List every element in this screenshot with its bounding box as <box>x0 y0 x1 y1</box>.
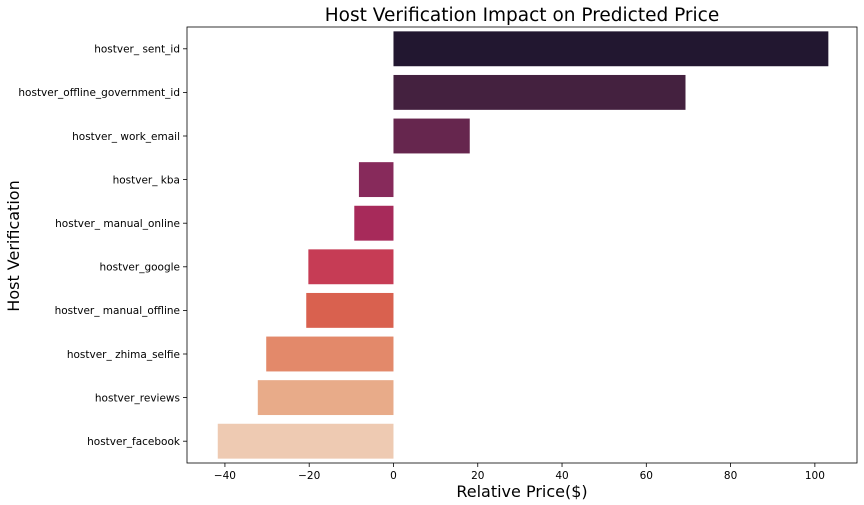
y-tick-label: hostver_reviews <box>95 392 180 404</box>
y-ticks-group: hostver_ sent_id hostver_offline_governme… <box>18 44 187 448</box>
plot-frame <box>186 26 858 464</box>
bars-group <box>217 31 829 459</box>
bar-3 <box>358 162 394 198</box>
y-tick-label: hostver_facebook <box>87 436 181 448</box>
bar-0 <box>393 31 829 67</box>
x-tick-label: 20 <box>471 470 484 482</box>
y-tick-label: hostver_ manual_online <box>55 218 180 230</box>
y-axis-label: Host Verification <box>4 180 23 311</box>
x-axis-label: Relative Price($) <box>456 482 587 501</box>
x-ticks-group: −40 −20 0 20 40 60 80 100 <box>214 463 825 482</box>
x-tick-label: 80 <box>724 470 737 482</box>
bar-4 <box>354 205 394 241</box>
y-tick-label: hostver_ manual_offline <box>55 305 180 317</box>
chart-title: Host Verification Impact on Predicted Pr… <box>325 5 719 26</box>
x-tick-label: 60 <box>640 470 653 482</box>
bar-7 <box>266 336 394 372</box>
x-tick-label: −40 <box>214 470 236 482</box>
x-tick-label: −20 <box>298 470 320 482</box>
y-tick-label: hostver_ kba <box>113 174 180 186</box>
x-tick-label: 100 <box>805 470 825 482</box>
y-tick-label: hostver_ sent_id <box>94 44 180 56</box>
y-tick-label: hostver_ zhima_selfie <box>67 349 180 361</box>
y-tick-label: hostver_offline_government_id <box>18 87 180 99</box>
y-tick-label: hostver_google <box>100 262 180 274</box>
y-tick-label: hostver_ work_email <box>72 131 180 143</box>
x-tick-label: 0 <box>390 470 397 482</box>
bar-8 <box>257 380 394 416</box>
bar-9 <box>217 423 394 459</box>
bar-5 <box>308 249 394 285</box>
bar-1 <box>393 74 686 110</box>
bar-2 <box>393 118 470 154</box>
x-tick-label: 40 <box>555 470 568 482</box>
bar-6 <box>306 292 394 328</box>
